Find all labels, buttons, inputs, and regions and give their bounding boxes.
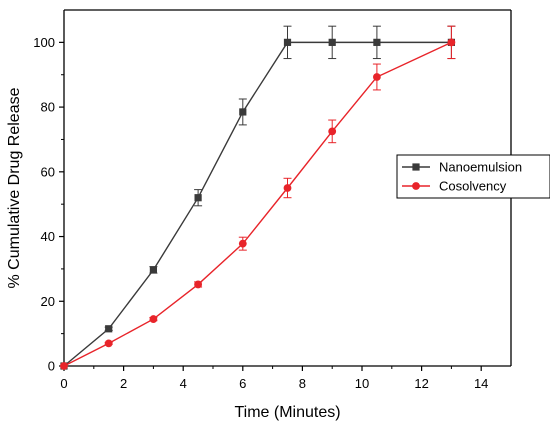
x-tick-label: 6 bbox=[239, 376, 246, 391]
legend-marker bbox=[412, 163, 420, 171]
y-axis-title: % Cumulative Drug Release bbox=[6, 87, 23, 288]
data-point bbox=[194, 194, 202, 202]
data-point bbox=[105, 325, 113, 333]
x-axis-title: Time (Minutes) bbox=[234, 404, 340, 421]
y-tick-label: 20 bbox=[41, 294, 55, 309]
data-point bbox=[149, 315, 158, 323]
y-tick-label: 40 bbox=[41, 229, 55, 244]
x-tick-label: 10 bbox=[355, 376, 369, 391]
y-tick-label: 80 bbox=[41, 100, 55, 115]
legend-label: Nanoemulsion bbox=[439, 160, 522, 175]
legend-box bbox=[396, 154, 550, 199]
legend-label: Cosolvency bbox=[439, 179, 507, 194]
x-tick-label: 12 bbox=[414, 376, 428, 391]
x-tick-label: 2 bbox=[120, 376, 127, 391]
series-line bbox=[63, 41, 452, 367]
tick-marks: 0 2 4 6 8 10 12 14 0 20 40 60 80 100 bbox=[33, 35, 488, 391]
x-tick-label: 8 bbox=[299, 376, 306, 391]
data-point bbox=[238, 239, 247, 248]
y-tick-label: 60 bbox=[41, 164, 55, 179]
data-point bbox=[239, 108, 247, 116]
data-point bbox=[283, 184, 292, 192]
data-point bbox=[194, 280, 203, 289]
data-point bbox=[373, 38, 381, 46]
legend: Nanoemulsion Cosolvency bbox=[396, 154, 550, 199]
x-tick-label: 4 bbox=[180, 376, 187, 391]
legend-marker bbox=[412, 182, 420, 190]
y-tick-label: 100 bbox=[33, 35, 55, 50]
series-line bbox=[63, 41, 452, 367]
legend-entry: Nanoemulsion bbox=[402, 160, 522, 175]
x-tick-label: 14 bbox=[474, 376, 488, 391]
data-point bbox=[328, 127, 337, 136]
data-point bbox=[328, 38, 336, 46]
data-point bbox=[283, 38, 292, 46]
data-point bbox=[447, 38, 456, 47]
y-tick-label: 0 bbox=[48, 359, 55, 374]
series-nanoemulsion bbox=[60, 25, 456, 370]
data-point bbox=[373, 73, 381, 81]
legend-entry: Cosolvency bbox=[402, 179, 507, 194]
data-point bbox=[104, 339, 113, 348]
data-series bbox=[60, 25, 456, 370]
data-point bbox=[60, 362, 68, 370]
data-point bbox=[149, 266, 157, 274]
series-cosolvency bbox=[60, 25, 456, 370]
x-tick-label: 0 bbox=[60, 376, 67, 391]
